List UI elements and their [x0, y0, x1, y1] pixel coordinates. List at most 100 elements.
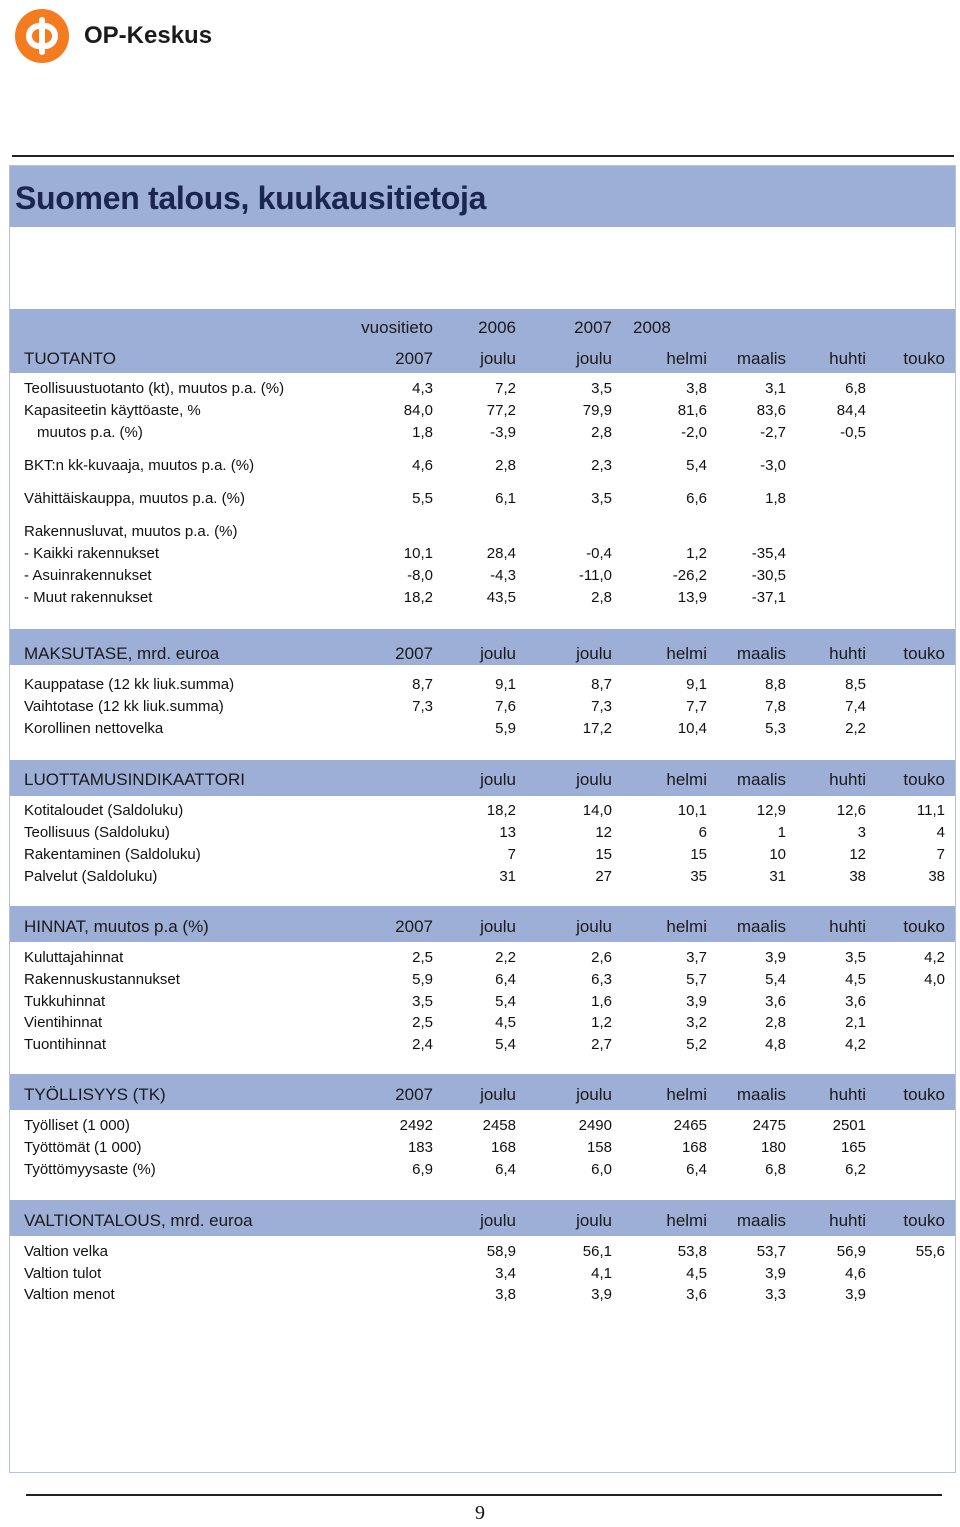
table-cell: 8,8	[765, 676, 786, 693]
row-label: Vähittäiskauppa, muutos p.a. (%)	[24, 490, 245, 507]
table-cell: -0,5	[840, 424, 866, 441]
table-cell: 81,6	[677, 402, 707, 419]
column-header: touko	[903, 1085, 945, 1104]
table-cell: 3,3	[765, 1286, 786, 1303]
table-cell: -4,3	[490, 567, 516, 584]
column-header: joulu	[576, 349, 612, 368]
table-cell: 5,9	[495, 720, 516, 737]
table-cell: 11,1	[916, 802, 945, 819]
table-cell: 2,2	[845, 720, 866, 737]
section-band-hinnat	[10, 906, 955, 942]
table-cell: 12	[849, 846, 866, 863]
table-cell: 3,6	[765, 993, 786, 1010]
table-cell: 8,7	[591, 676, 612, 693]
column-header: joulu	[576, 1211, 612, 1230]
section-heading: HINNAT, muutos p.a (%)	[24, 917, 209, 936]
table-cell: 168	[490, 1139, 516, 1156]
table-cell: 4	[936, 824, 945, 841]
column-header: 2007	[395, 349, 433, 368]
row-label: Tukkuhinnat	[24, 993, 106, 1010]
column-header: maalis	[736, 349, 786, 368]
table-cell: 56,9	[836, 1243, 866, 1260]
table-cell: 183	[407, 1139, 433, 1156]
table-cell: 2465	[673, 1117, 707, 1134]
table-cell: 4,2	[924, 949, 945, 966]
column-header: maalis	[736, 1211, 786, 1230]
table-cell: -0,4	[586, 545, 612, 562]
table-cell: -2,7	[760, 424, 786, 441]
column-header: maalis	[736, 917, 786, 936]
table-cell: 15	[595, 846, 612, 863]
table-cell: 6,4	[686, 1161, 707, 1178]
table-cell: 79,9	[582, 402, 612, 419]
row-label: Vientihinnat	[24, 1014, 103, 1031]
column-header: 2007	[395, 1085, 433, 1104]
row-label: Teollisuus (Saldoluku)	[24, 824, 170, 841]
table-cell: 10,1	[677, 802, 707, 819]
table-cell: 2,7	[591, 1036, 612, 1053]
table-cell: 2,4	[412, 1036, 433, 1053]
footer-divider	[26, 1494, 942, 1496]
table-cell: 6,8	[765, 1161, 786, 1178]
row-label: - Muut rakennukset	[24, 589, 153, 606]
row-label: Rakennusluvat, muutos p.a. (%)	[24, 523, 238, 540]
table-cell: 13	[499, 824, 516, 841]
column-header: joulu	[480, 644, 516, 663]
table-cell: 180	[760, 1139, 786, 1156]
table-cell: 7,3	[591, 698, 612, 715]
table-cell: 3,5	[591, 380, 612, 397]
table-cell: 1,6	[591, 993, 612, 1010]
table-cell: 4,5	[686, 1265, 707, 1282]
table-cell: 1,2	[686, 545, 707, 562]
table-cell: 7,3	[412, 698, 433, 715]
column-header: joulu	[576, 644, 612, 663]
table-cell: 4,8	[765, 1036, 786, 1053]
row-label: Valtion menot	[24, 1286, 115, 1303]
table-cell: 12,6	[836, 802, 866, 819]
column-header: huhti	[829, 349, 866, 368]
row-label: Teollisuustuotanto (kt), muutos p.a. (%)	[24, 380, 285, 397]
table-cell: 2,6	[591, 949, 612, 966]
table-cell: 5,7	[686, 971, 707, 988]
page-title: Suomen talous, kuukausitietoja	[15, 180, 487, 216]
table-cell: 7,4	[845, 698, 866, 715]
table-cell: 6,0	[591, 1161, 612, 1178]
row-label: - Asuinrakennukset	[24, 567, 152, 584]
table-cell: 3,9	[765, 1265, 786, 1282]
table-cell: 35	[690, 868, 707, 885]
column-year-header: 2008	[633, 318, 671, 337]
table-cell: 3,6	[845, 993, 866, 1010]
section-heading: MAKSUTASE, mrd. euroa	[24, 644, 220, 663]
table-cell: 13,9	[677, 589, 707, 606]
column-header: huhti	[829, 770, 866, 789]
table-cell: 2,1	[845, 1014, 866, 1031]
table-cell: 7,6	[495, 698, 516, 715]
row-label: Rakentaminen (Saldoluku)	[24, 846, 201, 863]
table-cell: 5,9	[412, 971, 433, 988]
table-cell: 6,1	[495, 490, 516, 507]
column-header: joulu	[576, 917, 612, 936]
table-cell: 3,4	[495, 1265, 516, 1282]
table-cell: 6,2	[845, 1161, 866, 1178]
column-year-header: vuositieto	[361, 318, 433, 337]
row-label: - Kaikki rakennukset	[24, 545, 160, 562]
table-cell: 3,5	[591, 490, 612, 507]
table-cell: 2458	[482, 1117, 516, 1134]
column-header: joulu	[480, 1085, 516, 1104]
table-cell: -30,5	[751, 567, 786, 584]
column-header: joulu	[576, 770, 612, 789]
table-cell: -3,0	[760, 457, 786, 474]
row-label: Palvelut (Saldoluku)	[24, 868, 158, 885]
table-cell: -26,2	[672, 567, 707, 584]
row-label: Valtion tulot	[24, 1265, 102, 1282]
table-cell: 4,5	[845, 971, 866, 988]
row-label: Työlliset (1 000)	[24, 1117, 130, 1134]
column-header: joulu	[480, 770, 516, 789]
table-cell: 3,9	[765, 949, 786, 966]
table-cell: 6	[698, 824, 707, 841]
row-label: Valtion velka	[24, 1243, 108, 1260]
column-header: touko	[903, 349, 945, 368]
row-label: Kotitaloudet (Saldoluku)	[24, 802, 184, 819]
table-cell: 38	[928, 868, 945, 885]
table-cell: 5,4	[765, 971, 786, 988]
